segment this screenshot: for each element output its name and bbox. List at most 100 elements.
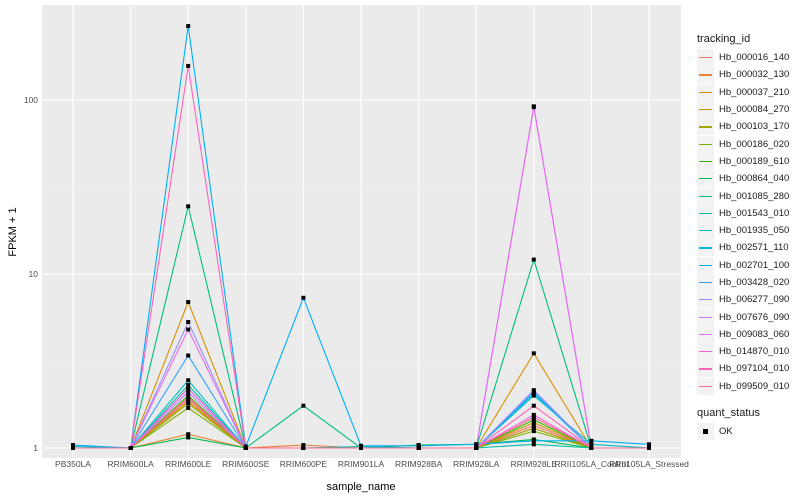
line-key-icon — [697, 49, 714, 67]
line-key-icon — [697, 152, 714, 170]
data-point — [186, 386, 191, 391]
line-key-icon — [697, 274, 714, 291]
data-point — [186, 389, 191, 394]
legend-label: Hb_000103_170 — [719, 121, 790, 133]
data-point — [186, 432, 191, 437]
legend-item: Hb_006277_090 — [697, 291, 789, 309]
line-key-icon — [697, 222, 714, 240]
data-point — [531, 415, 536, 420]
legend-item: Hb_009083_060 — [697, 325, 790, 343]
legend: tracking_id Hb_000016_140 Hb_000032_130 Hb… — [697, 33, 790, 441]
data-point — [186, 401, 191, 406]
data-point — [186, 319, 191, 324]
legend-label: Hb_000016_140 — [719, 52, 790, 64]
line-key-icon — [697, 325, 714, 343]
line-key-icon — [697, 256, 714, 274]
legend-item: Hb_003428_020 — [697, 274, 789, 291]
legend-item: Hb_000037_210 — [697, 83, 790, 101]
legend-label: Hb_001543_010 — [719, 207, 790, 219]
data-point — [531, 417, 536, 422]
y-tick-label: 10 — [29, 269, 39, 279]
line-key-icon — [697, 204, 714, 222]
data-point — [186, 383, 191, 388]
x-axis-title: sample_name — [326, 481, 395, 493]
y-axis-title: FPKM + 1 — [7, 207, 19, 256]
data-point — [647, 446, 651, 450]
legend-label: Hb_003428_020 — [719, 277, 790, 288]
legend-item: Hb_001543_010 — [697, 204, 790, 222]
data-point — [474, 442, 479, 447]
line-key-icon — [697, 291, 714, 309]
line-key-icon — [697, 83, 714, 101]
x-tick-label: RRIM600SE — [222, 459, 270, 469]
legend-label: Hb_000032_130 — [719, 69, 790, 81]
data-point — [301, 443, 306, 448]
data-point — [186, 327, 191, 332]
data-point — [531, 429, 536, 434]
line-key-icon — [697, 239, 714, 257]
legend-label: Hb_001935_050 — [719, 225, 790, 237]
legend-item: Hb_007676_090 — [697, 308, 790, 326]
data-point — [531, 105, 536, 110]
legend-item: Hb_000084_270 — [697, 101, 790, 119]
legend-label: Hb_001085_280 — [719, 190, 790, 202]
legend-item: Hb_001935_050 — [697, 222, 790, 240]
legend-label: Hb_000186_020 — [719, 138, 790, 150]
data-point — [186, 300, 191, 305]
legend-item: Hb_001085_280 — [697, 187, 790, 205]
legend-label: Hb_014870_010 — [719, 346, 790, 358]
data-point — [186, 353, 191, 358]
data-point — [589, 442, 594, 447]
data-point — [531, 442, 536, 447]
data-point — [71, 443, 75, 448]
x-tick-label: RRII105LA_Stressed — [609, 459, 689, 469]
data-point — [531, 420, 536, 425]
line-key-icon — [697, 377, 714, 395]
legend-label: Hb_000037_210 — [719, 86, 790, 98]
x-tick-label: RRIM600LE — [165, 459, 212, 469]
legend-label: Hb_002571_110 — [719, 242, 789, 254]
data-point — [531, 351, 536, 356]
legend-label: Hb_009083_060 — [719, 328, 790, 340]
line-key-icon — [697, 101, 714, 119]
data-point — [186, 435, 191, 440]
data-point — [243, 446, 248, 450]
legend-item: Hb_002571_110 — [697, 239, 789, 257]
data-point — [186, 395, 191, 400]
x-tick-label: PB350LA — [55, 459, 91, 469]
legend-item-ok: OK — [697, 423, 789, 441]
legend-label: Hb_007676_090 — [719, 311, 790, 323]
square-point-icon — [697, 423, 714, 441]
line-key-icon — [697, 360, 714, 378]
data-point — [531, 423, 536, 428]
legend-label: Hb_000084_270 — [719, 104, 790, 116]
legend-item: Hb_000864_040 — [697, 170, 789, 188]
data-point — [647, 442, 651, 447]
data-point — [301, 403, 306, 408]
legend-label: Hb_002701_100 — [719, 259, 790, 271]
data-point — [71, 446, 75, 450]
y-tick-label: 1 — [33, 443, 38, 453]
x-tick-label: RRII105LA_Control — [555, 459, 629, 469]
legend-item: Hb_002701_100 — [697, 256, 790, 274]
data-point — [531, 438, 536, 443]
legend-item: Hb_000189_610 — [697, 152, 789, 170]
x-tick-label: RRIM928LA — [453, 459, 500, 469]
data-point — [359, 443, 363, 448]
data-point — [186, 378, 191, 383]
legend-title-tracking-id: tracking_id — [697, 33, 751, 45]
x-tick-label: RRIM928LE — [511, 459, 558, 469]
legend-item: Hb_000186_020 — [697, 135, 790, 153]
line-key-icon — [697, 308, 714, 326]
line-key-icon — [697, 170, 714, 188]
line-key-icon — [697, 118, 714, 136]
line-key-icon — [697, 135, 714, 153]
legend-label: OK — [719, 426, 733, 438]
data-point — [474, 446, 479, 450]
legend-label: Hb_099509_010 — [719, 380, 790, 392]
data-point — [128, 446, 133, 450]
legend-title-quant-status: quant_status — [697, 406, 760, 419]
x-tick-label: RRIM928BA — [395, 459, 443, 469]
data-point — [301, 295, 306, 300]
